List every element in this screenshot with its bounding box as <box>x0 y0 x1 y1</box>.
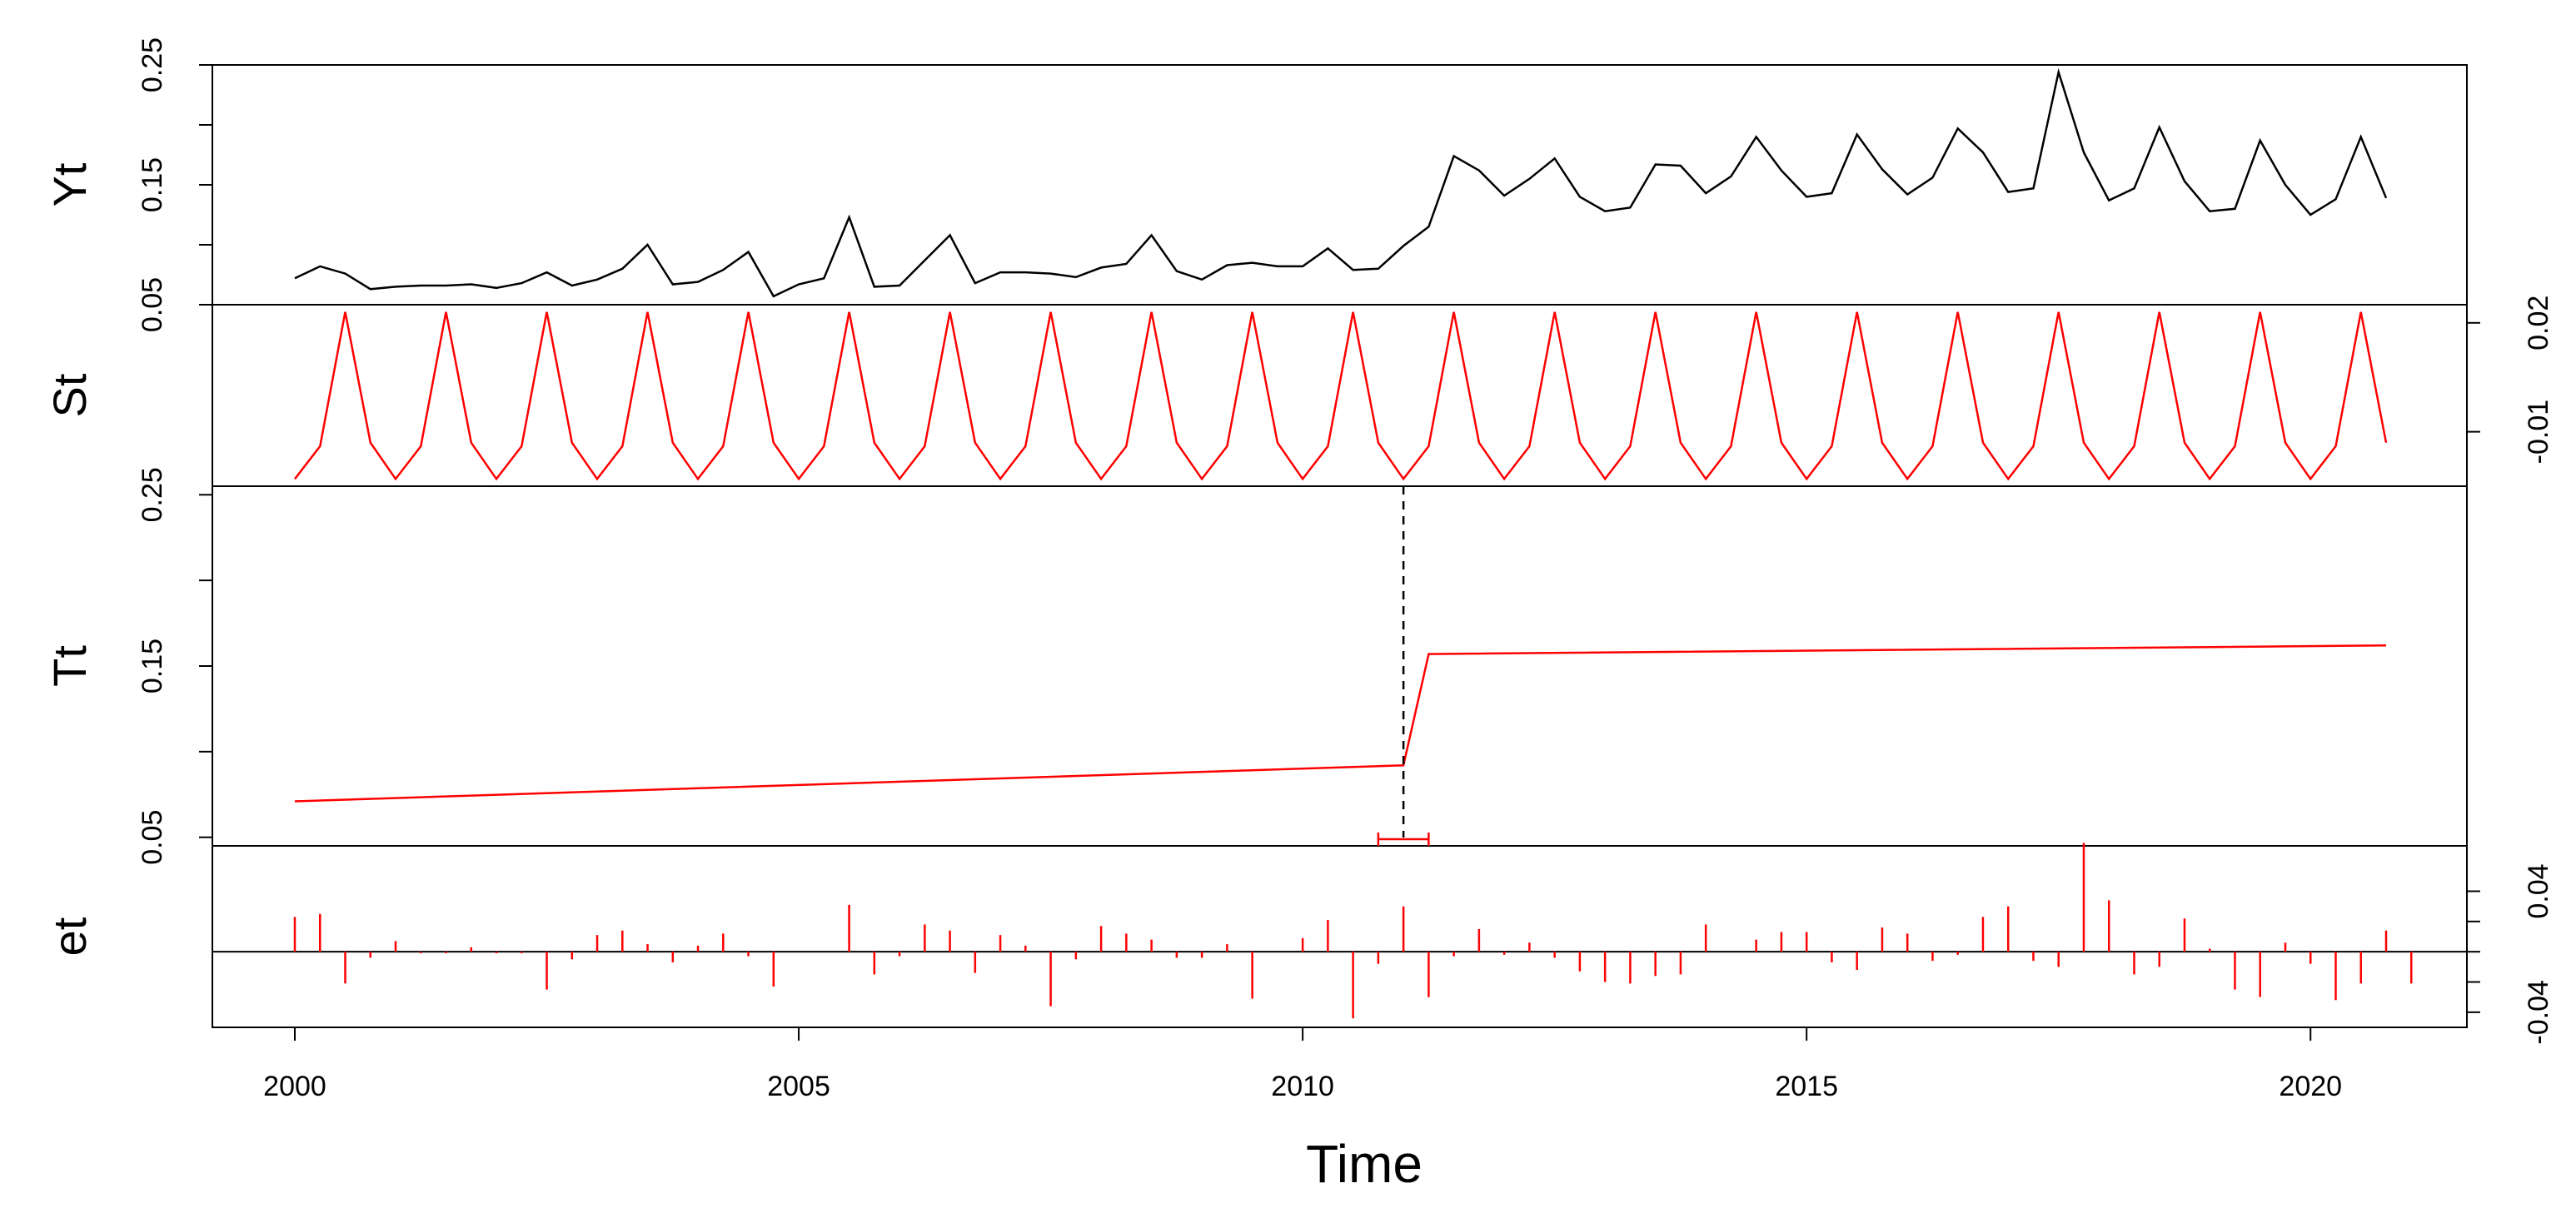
plot-frame <box>212 64 2468 1028</box>
panel-et: et -0.04 0.04 <box>43 843 2554 1045</box>
series-line-st <box>294 311 2388 481</box>
panel-st: St -0.01 0.02 <box>43 296 2554 481</box>
panel-yt: Yt 0.05 0.15 0.25 <box>43 37 2388 332</box>
y-tick-label-yt: 0.05 <box>137 277 168 332</box>
y-tick-label-st: -0.01 <box>2523 400 2554 465</box>
x-axis: 2000 2005 2010 2015 2020 <box>263 1027 2342 1102</box>
y-tick-label-et: 0.04 <box>2523 863 2554 918</box>
y-tick-label-yt: 0.15 <box>137 157 168 212</box>
y-tick-label-yt: 0.25 <box>137 37 168 92</box>
y-tick-label-st: 0.02 <box>2523 296 2554 350</box>
y-tick-label-tt: 0.05 <box>137 810 168 865</box>
y-tick-label-tt: 0.15 <box>137 639 168 694</box>
x-tick-label: 2010 <box>1271 1071 1334 1102</box>
x-tick-label: 2015 <box>1775 1071 1838 1102</box>
series-line-yt <box>294 67 2388 298</box>
panel-label-tt: Tt <box>43 645 96 687</box>
y-tick-label-et: -0.04 <box>2523 980 2554 1045</box>
panel-label-et: et <box>43 917 96 956</box>
panel-tt: Tt 0.05 0.15 0.25 <box>43 467 2387 865</box>
plot-area: Yt 0.05 0.15 0.25 St -0.01 0.02 Tt 0.05 0.15 0.25 e… <box>43 37 2554 1102</box>
x-tick-label: 2000 <box>263 1071 326 1102</box>
panel-label-yt: Yt <box>43 162 96 206</box>
series-line-tt <box>294 644 2387 803</box>
x-tick-label: 2020 <box>2279 1071 2342 1102</box>
x-axis-title: Time <box>1306 1134 1423 1194</box>
y-tick-label-tt: 0.25 <box>137 467 168 522</box>
x-tick-label: 2005 <box>767 1071 830 1102</box>
panel-label-st: St <box>43 373 96 417</box>
